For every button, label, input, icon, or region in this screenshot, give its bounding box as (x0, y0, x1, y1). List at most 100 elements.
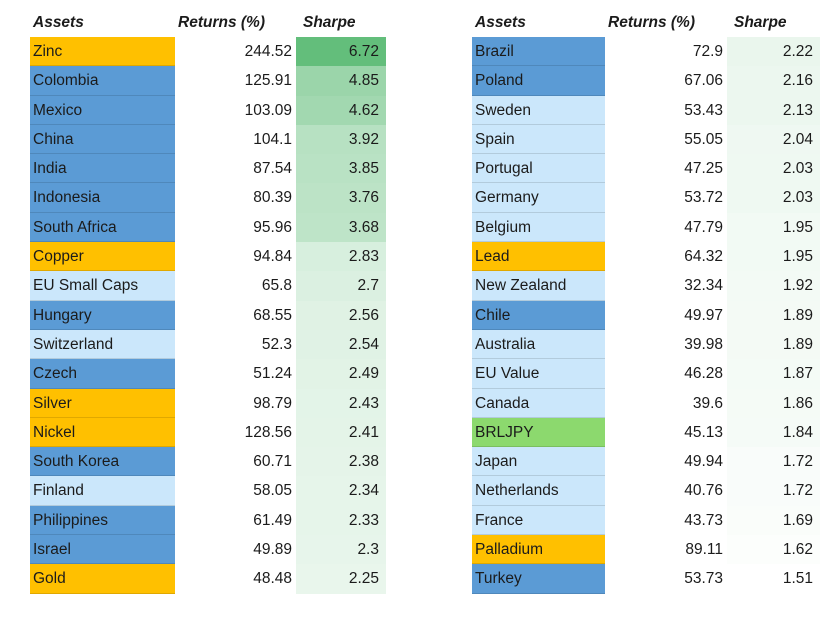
sharpe-cell[interactable]: 1.87 (727, 359, 820, 389)
asset-cell[interactable]: Turkey (472, 564, 605, 594)
asset-cell[interactable]: Poland (472, 66, 605, 96)
returns-cell[interactable]: 32.34 (605, 271, 727, 301)
sharpe-cell[interactable]: 1.86 (727, 388, 820, 418)
sharpe-cell[interactable]: 1.89 (727, 329, 820, 360)
asset-cell[interactable]: EU Small Caps (30, 271, 175, 301)
sharpe-cell[interactable]: 2.3 (296, 535, 386, 565)
returns-cell[interactable]: 244.52 (175, 37, 296, 67)
asset-cell[interactable]: France (472, 505, 605, 536)
sharpe-cell[interactable]: 3.68 (296, 212, 386, 243)
sharpe-cell[interactable]: 1.95 (727, 242, 820, 272)
sharpe-cell[interactable]: 2.25 (296, 564, 386, 594)
asset-cell[interactable]: Australia (472, 329, 605, 360)
sharpe-cell[interactable]: 2.56 (296, 300, 386, 330)
sharpe-cell[interactable]: 1.92 (727, 271, 820, 301)
asset-cell[interactable]: Netherlands (472, 476, 605, 506)
sharpe-cell[interactable]: 1.69 (727, 505, 820, 536)
asset-cell[interactable]: Nickel (30, 417, 175, 448)
returns-cell[interactable]: 104.1 (175, 124, 296, 155)
returns-cell[interactable]: 87.54 (175, 154, 296, 184)
returns-cell[interactable]: 46.28 (605, 359, 727, 389)
returns-cell[interactable]: 89.11 (605, 535, 727, 565)
asset-cell[interactable]: Israel (30, 535, 175, 565)
asset-cell[interactable]: Japan (472, 447, 605, 477)
column-header-returns[interactable]: Returns (%) (608, 14, 695, 31)
asset-cell[interactable]: EU Value (472, 359, 605, 389)
sharpe-cell[interactable]: 2.41 (296, 417, 386, 448)
sharpe-cell[interactable]: 2.43 (296, 388, 386, 418)
sharpe-cell[interactable]: 1.72 (727, 447, 820, 477)
returns-cell[interactable]: 53.73 (605, 564, 727, 594)
returns-cell[interactable]: 94.84 (175, 242, 296, 272)
returns-cell[interactable]: 72.9 (605, 37, 727, 67)
asset-cell[interactable]: Switzerland (30, 329, 175, 360)
returns-cell[interactable]: 58.05 (175, 476, 296, 506)
sharpe-cell[interactable]: 2.03 (727, 183, 820, 213)
asset-cell[interactable]: Spain (472, 124, 605, 155)
returns-cell[interactable]: 53.43 (605, 95, 727, 125)
returns-cell[interactable]: 47.79 (605, 212, 727, 243)
asset-cell[interactable]: BRLJPY (472, 417, 605, 448)
asset-cell[interactable]: South Korea (30, 447, 175, 477)
sharpe-cell[interactable]: 2.33 (296, 505, 386, 536)
returns-cell[interactable]: 103.09 (175, 95, 296, 125)
returns-cell[interactable]: 48.48 (175, 564, 296, 594)
returns-cell[interactable]: 68.55 (175, 300, 296, 330)
sharpe-cell[interactable]: 4.62 (296, 95, 386, 125)
returns-cell[interactable]: 49.94 (605, 447, 727, 477)
sharpe-cell[interactable]: 3.85 (296, 154, 386, 184)
sharpe-cell[interactable]: 2.16 (727, 66, 820, 96)
returns-cell[interactable]: 60.71 (175, 447, 296, 477)
sharpe-cell[interactable]: 2.38 (296, 447, 386, 477)
returns-cell[interactable]: 128.56 (175, 417, 296, 448)
asset-cell[interactable]: Hungary (30, 300, 175, 330)
returns-cell[interactable]: 49.89 (175, 535, 296, 565)
column-header-sharpe[interactable]: Sharpe (734, 14, 787, 31)
returns-cell[interactable]: 65.8 (175, 271, 296, 301)
sharpe-cell[interactable]: 2.22 (727, 37, 820, 67)
asset-cell[interactable]: Copper (30, 242, 175, 272)
returns-cell[interactable]: 64.32 (605, 242, 727, 272)
sharpe-cell[interactable]: 1.62 (727, 535, 820, 565)
column-header-assets[interactable]: Assets (33, 14, 84, 31)
asset-cell[interactable]: South Africa (30, 212, 175, 243)
asset-cell[interactable]: Palladium (472, 535, 605, 565)
sharpe-cell[interactable]: 6.72 (296, 37, 386, 67)
sharpe-cell[interactable]: 3.92 (296, 124, 386, 155)
sharpe-cell[interactable]: 2.54 (296, 329, 386, 360)
asset-cell[interactable]: Brazil (472, 37, 605, 67)
sharpe-cell[interactable]: 1.89 (727, 300, 820, 330)
returns-cell[interactable]: 67.06 (605, 66, 727, 96)
asset-cell[interactable]: Belgium (472, 212, 605, 243)
returns-cell[interactable]: 39.98 (605, 329, 727, 360)
asset-cell[interactable]: Portugal (472, 154, 605, 184)
returns-cell[interactable]: 45.13 (605, 417, 727, 448)
returns-cell[interactable]: 61.49 (175, 505, 296, 536)
returns-cell[interactable]: 43.73 (605, 505, 727, 536)
returns-cell[interactable]: 80.39 (175, 183, 296, 213)
sharpe-cell[interactable]: 2.83 (296, 242, 386, 272)
asset-cell[interactable]: Philippines (30, 505, 175, 536)
asset-cell[interactable]: Chile (472, 300, 605, 330)
asset-cell[interactable]: Canada (472, 388, 605, 418)
asset-cell[interactable]: Mexico (30, 95, 175, 125)
sharpe-cell[interactable]: 2.7 (296, 271, 386, 301)
asset-cell[interactable]: Czech (30, 359, 175, 389)
sharpe-cell[interactable]: 1.84 (727, 417, 820, 448)
sharpe-cell[interactable]: 2.04 (727, 124, 820, 155)
returns-cell[interactable]: 40.76 (605, 476, 727, 506)
column-header-sharpe[interactable]: Sharpe (303, 14, 356, 31)
asset-cell[interactable]: India (30, 154, 175, 184)
returns-cell[interactable]: 55.05 (605, 124, 727, 155)
asset-cell[interactable]: China (30, 124, 175, 155)
sharpe-cell[interactable]: 2.49 (296, 359, 386, 389)
sharpe-cell[interactable]: 1.95 (727, 212, 820, 243)
asset-cell[interactable]: Gold (30, 564, 175, 594)
returns-cell[interactable]: 39.6 (605, 388, 727, 418)
asset-cell[interactable]: Finland (30, 476, 175, 506)
sharpe-cell[interactable]: 2.13 (727, 95, 820, 125)
asset-cell[interactable]: Indonesia (30, 183, 175, 213)
returns-cell[interactable]: 53.72 (605, 183, 727, 213)
asset-cell[interactable]: Colombia (30, 66, 175, 96)
returns-cell[interactable]: 98.79 (175, 388, 296, 418)
